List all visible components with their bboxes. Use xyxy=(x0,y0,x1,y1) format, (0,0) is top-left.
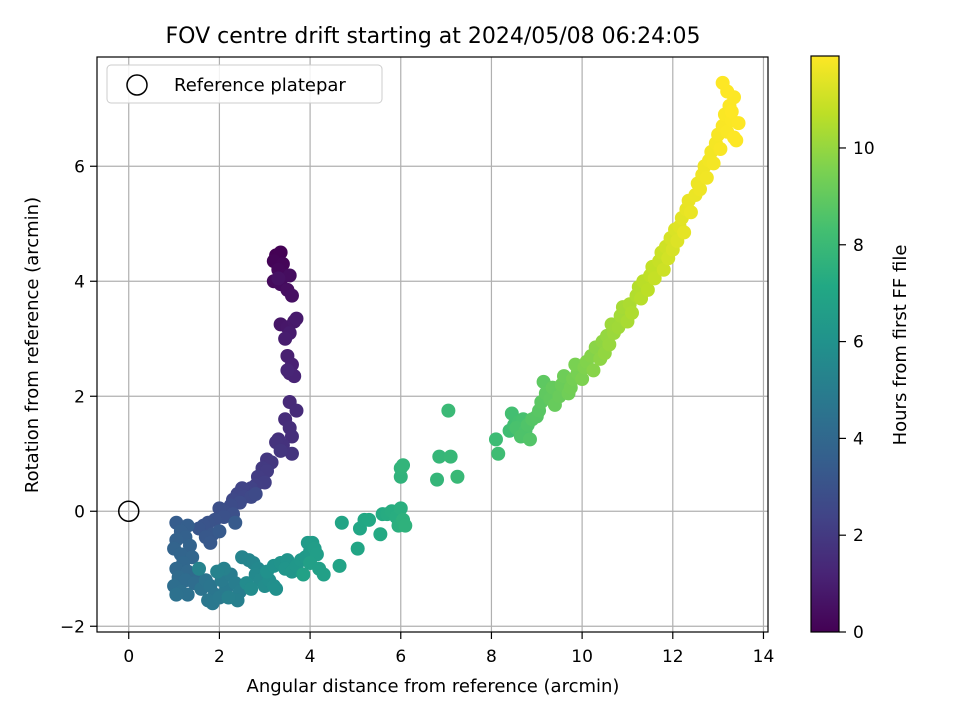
colorbar-tick-label: 4 xyxy=(853,429,864,449)
data-point xyxy=(731,116,746,131)
data-point xyxy=(726,130,741,145)
x-axis-ticks: 0 2 4 6 8 10 12 14 xyxy=(123,632,774,667)
data-point xyxy=(210,564,225,579)
x-tick-label: 8 xyxy=(486,647,497,667)
reference-platepar-marker xyxy=(117,500,140,522)
y-tick-label: 2 xyxy=(74,387,85,407)
data-point xyxy=(624,305,639,320)
data-point xyxy=(715,75,730,90)
data-point xyxy=(289,403,304,418)
y-tick-label: 6 xyxy=(74,157,85,177)
data-point xyxy=(228,515,243,530)
colorbar-tick-label: 10 xyxy=(853,139,875,159)
data-point xyxy=(602,337,617,352)
data-point xyxy=(169,587,184,602)
data-point xyxy=(180,587,195,602)
legend-entry-label: Reference platepar xyxy=(174,75,346,96)
x-tick-label: 12 xyxy=(662,647,684,667)
data-point xyxy=(441,403,456,418)
data-point xyxy=(430,472,445,487)
colorbar-ticks: 0 2 4 6 8 10 xyxy=(839,139,875,643)
data-point xyxy=(278,331,293,346)
x-tick-label: 4 xyxy=(305,647,316,667)
chart-title: FOV centre drift starting at 2024/05/08 … xyxy=(166,24,701,49)
y-tick-label: −2 xyxy=(60,617,85,637)
y-tick-label: 4 xyxy=(74,272,85,292)
data-point xyxy=(713,142,728,156)
x-axis-label: Angular distance from reference (arcmin) xyxy=(247,676,620,697)
data-point xyxy=(284,288,299,303)
colorbar-tick-label: 2 xyxy=(853,526,864,546)
colorbar-tick-label: 6 xyxy=(853,333,864,353)
data-point xyxy=(284,429,299,444)
data-point xyxy=(398,518,413,533)
x-tick-label: 6 xyxy=(395,647,406,667)
data-point xyxy=(282,268,297,283)
data-point xyxy=(269,581,284,596)
data-point xyxy=(677,225,692,240)
data-point xyxy=(182,538,197,553)
data-point xyxy=(212,524,227,539)
colorbar-tick-label: 8 xyxy=(853,236,864,256)
colorbar-gradient xyxy=(810,55,840,633)
data-point xyxy=(316,567,331,582)
data-point xyxy=(192,561,207,576)
data-point xyxy=(289,311,304,326)
data-point xyxy=(271,271,286,286)
colorbar-tick-label: 0 xyxy=(853,623,864,643)
data-point xyxy=(699,170,714,185)
data-point xyxy=(373,527,388,542)
data-point xyxy=(683,205,698,220)
data-point xyxy=(396,458,411,473)
x-tick-label: 14 xyxy=(753,647,775,667)
data-point xyxy=(450,469,465,484)
y-axis-label: Rotation from reference (arcmin) xyxy=(22,197,43,493)
x-tick-label: 2 xyxy=(214,647,225,667)
data-point xyxy=(296,567,311,582)
data-point xyxy=(248,487,263,501)
y-tick-label: 0 xyxy=(74,502,85,522)
data-point xyxy=(280,363,295,378)
data-point xyxy=(488,432,503,447)
data-point xyxy=(724,104,739,119)
data-point xyxy=(350,541,365,556)
legend-marker xyxy=(126,74,148,96)
colorbar-label: Hours from first FF file xyxy=(890,245,911,446)
data-points xyxy=(167,75,746,611)
data-point xyxy=(332,558,347,573)
data-point xyxy=(706,156,721,171)
data-point xyxy=(647,271,662,286)
data-point xyxy=(273,443,288,458)
data-point xyxy=(575,372,590,386)
data-point xyxy=(443,449,458,464)
grid-lines xyxy=(97,57,768,632)
data-point xyxy=(656,262,671,277)
legend: Reference platepar xyxy=(106,64,383,104)
data-point xyxy=(221,590,236,605)
plot-frame xyxy=(96,56,769,633)
data-point xyxy=(284,446,299,461)
data-point xyxy=(640,282,655,297)
data-point xyxy=(586,363,601,378)
data-point xyxy=(432,449,447,464)
x-tick-label: 10 xyxy=(571,647,593,667)
data-point xyxy=(244,581,259,596)
colorbar: 0 2 4 6 8 10 Hours from first FF file xyxy=(810,55,911,643)
data-point xyxy=(522,432,537,447)
data-point xyxy=(692,182,707,197)
data-point xyxy=(491,446,506,461)
data-point xyxy=(393,501,408,516)
data-point xyxy=(362,512,377,527)
data-point xyxy=(334,515,349,530)
data-point xyxy=(203,535,218,550)
x-tick-label: 0 xyxy=(123,647,134,667)
legend-box xyxy=(106,64,383,104)
y-axis-ticks: −2 0 2 4 6 xyxy=(60,157,97,637)
